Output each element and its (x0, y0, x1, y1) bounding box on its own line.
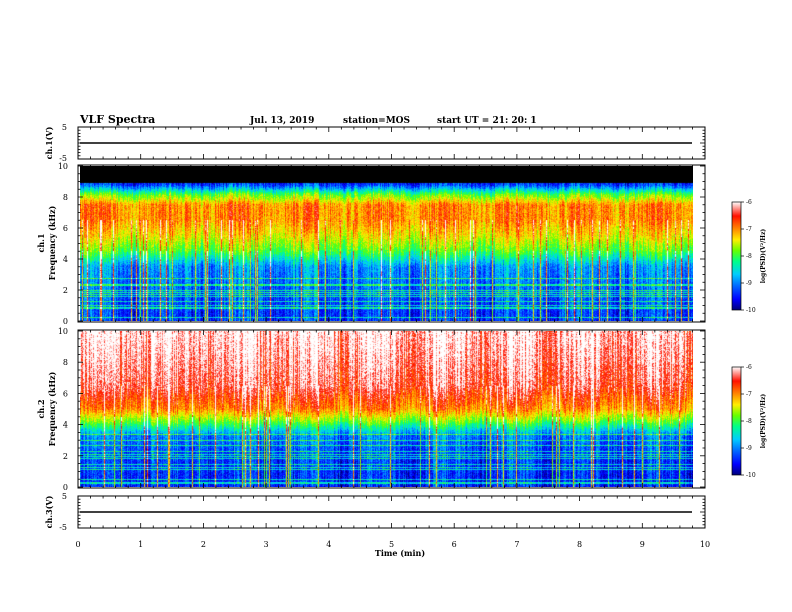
ch1-channel-label: ch.1 (36, 233, 46, 252)
ch3-ytick-top: 5 (62, 492, 67, 501)
ch2-spectrogram-panel: 0 2 4 6 8 10 ch.2 Frequency (kHz) -6 -7 -8 -9 -10… (36, 327, 767, 492)
time-tick-label: 10 (700, 540, 710, 549)
time-tick-label: 4 (326, 540, 331, 549)
frequency-tick-label: 0 (63, 317, 68, 326)
ch1-spectrogram-image (80, 166, 693, 321)
ch3-ytick-bottom: -5 (59, 523, 67, 532)
ch1-waveform-ylabel: ch.1(V) (44, 126, 54, 159)
colorbar-tick-label: -10 (746, 307, 756, 314)
ch2-frequency-ticks: 0 2 4 6 8 10 (58, 327, 705, 492)
time-tick-label: 8 (577, 540, 582, 549)
ch2-spectrogram-image (80, 331, 693, 487)
time-tick-label: 7 (514, 540, 519, 549)
time-tick-label: 3 (264, 540, 269, 549)
ch1-ytick-top: 5 (62, 123, 67, 132)
station-label: station=MOS (343, 116, 410, 126)
colorbar-tick-label: -8 (746, 418, 752, 425)
ch3-waveform-panel: 5 -5 ch.3(V) (44, 492, 706, 532)
colorbar-tick-label: -7 (746, 391, 752, 398)
colorbar-tick-label: -8 (746, 253, 752, 260)
time-axis-ticks (77, 126, 706, 529)
time-tick-label: 1 (138, 540, 143, 549)
frequency-tick-label: 2 (63, 452, 68, 461)
frequency-tick-label: 10 (58, 162, 68, 171)
time-tick-label: 0 (75, 540, 80, 549)
frequency-tick-label: 8 (63, 358, 68, 367)
frequency-tick-label: 6 (63, 389, 68, 398)
ch2-colorbar-ticks: -6 -7 -8 -9 -10 (741, 364, 756, 479)
colorbar-tick-label: -9 (746, 280, 752, 287)
time-tick-label: 2 (201, 540, 206, 549)
frequency-tick-label: 0 (63, 483, 68, 492)
figure-title: VLF Spectra (79, 113, 155, 126)
time-tick-label: 9 (640, 540, 645, 549)
frequency-tick-label: 4 (63, 421, 68, 430)
frequency-tick-label: 10 (58, 327, 68, 336)
frequency-tick-label: 6 (63, 224, 68, 233)
ch1-colorbar-label: log(PSD)(V²/Hz) (760, 229, 767, 284)
time-tick-label: 6 (452, 540, 457, 549)
time-axis-labels: 0 1 2 3 4 5 6 7 8 9 10 (75, 540, 710, 549)
ch1-waveform-panel: 5 -5 ch.1(V) (44, 123, 706, 163)
ch2-colorbar-label: log(PSD)(V²/Hz) (760, 394, 767, 449)
ch1-frequency-ylabel: Frequency (kHz) (47, 205, 57, 280)
colorbar-tick-label: -7 (746, 226, 752, 233)
frequency-tick-label: 4 (63, 255, 68, 264)
date-label: Jul. 13, 2019 (249, 116, 314, 126)
ch2-frequency-ylabel: Frequency (kHz) (47, 371, 57, 446)
time-tick-label: 5 (389, 540, 394, 549)
ch1-colorbar-ticks: -6 -7 -8 -9 -10 (741, 199, 756, 314)
colorbar-tick-label: -6 (746, 364, 752, 371)
ch1-ytick-bottom: -5 (59, 154, 67, 163)
ch3-waveform-ylabel: ch.3(V) (44, 495, 54, 528)
ch2-channel-label: ch.2 (36, 399, 46, 418)
ch1-colorbar (731, 201, 742, 311)
ch1-spectrogram-panel: 0 2 4 6 8 10 ch.1 Frequency (kHz) -6 -7 -8 -9 -10… (36, 162, 767, 326)
time-axis-label: Time (min) (375, 548, 425, 558)
colorbar-tick-label: -10 (746, 472, 756, 479)
ch2-colorbar (731, 366, 742, 476)
colorbar-tick-label: -9 (746, 445, 752, 452)
frequency-tick-label: 2 (63, 286, 68, 295)
start-time-label: start UT = 21: 20: 1 (437, 116, 537, 126)
ch1-frequency-ticks: 0 2 4 6 8 10 (58, 162, 705, 326)
colorbar-tick-label: -6 (746, 199, 752, 206)
frequency-tick-label: 8 (63, 193, 68, 202)
